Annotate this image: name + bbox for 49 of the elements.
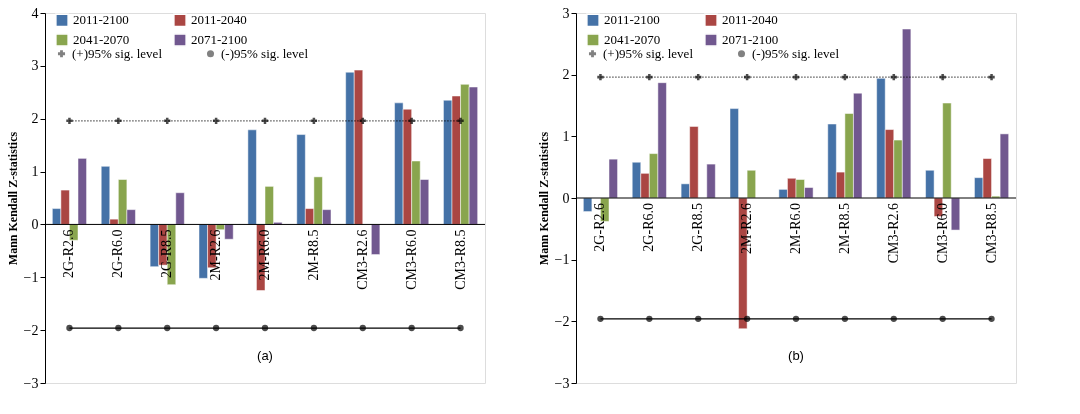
legend-label: (-)95% sig. level [752,45,840,61]
y-tick-label: −1 [554,252,570,268]
legend-label: 2011-2040 [722,12,778,28]
y-axis-title: Mann Kendall Z-statistics [5,131,20,266]
y-tick-label: 3 [562,5,570,21]
legend-label: 2071-2100 [722,32,779,47]
x-tick-label: CM3-R6.0 [934,203,950,264]
y-tick-label: 0 [562,190,570,206]
text: (a) [257,348,273,363]
y-tick-label: −1 [23,269,39,285]
y-tick-label: −2 [23,322,39,338]
y-tick-label: 2 [31,111,39,127]
x-tick-label: 2G-R8.5 [690,203,706,252]
x-tick-label: 2M-R2.6 [208,229,224,281]
y-tick-label: 2 [562,67,570,83]
legend-label: 2041-2070 [73,32,130,47]
y-axis-title: Mann Kendall Z-statistics [536,131,551,266]
x-tick-label: 2M-R8.5 [305,229,321,281]
x-tick-label: 2G-R8.5 [159,229,175,279]
legend-label: 2041-2070 [604,32,661,47]
x-tick-label: 2G-R2.6 [61,229,77,279]
legend-label: 2011-2100 [73,12,129,28]
legend-label: (+)95% sig. level [603,45,694,61]
x-tick-label: 2M-R8.5 [836,203,852,254]
legend-label: 2011-2100 [604,12,660,28]
y-tick-label: 1 [31,164,39,180]
y-tick-label: −3 [23,375,39,391]
legend-label: (-)95% sig. level [221,45,309,61]
x-tick-label: 2M-R6.0 [257,229,272,281]
x-tick-label: 2G-R6.0 [110,229,126,279]
y-tick-label: 1 [562,128,570,144]
legend-label: 2011-2040 [191,12,247,28]
text: (b) [788,348,804,363]
x-tick-label: 2M-R6.0 [788,203,803,254]
x-tick-label: 2G-R2.6 [592,203,608,252]
y-tick-label: −3 [554,375,570,391]
y-tick-label: 0 [31,216,39,232]
y-tick-label: −2 [554,313,570,329]
legend-label: 2071-2100 [191,32,248,47]
y-tick-label: 4 [31,5,39,21]
x-tick-label: CM3-R2.6 [354,229,370,290]
x-tick-label: 2G-R6.0 [641,203,657,252]
y-tick-label: 3 [31,58,39,74]
x-tick-label: CM3-R8.5 [983,203,999,264]
x-tick-label: 2M-R2.6 [739,203,755,254]
x-tick-label: CM3-R8.5 [452,229,468,290]
legend-label: (+)95% sig. level [72,45,163,61]
x-tick-label: CM3-R6.0 [403,229,419,290]
x-tick-label: CM3-R2.6 [885,203,901,264]
